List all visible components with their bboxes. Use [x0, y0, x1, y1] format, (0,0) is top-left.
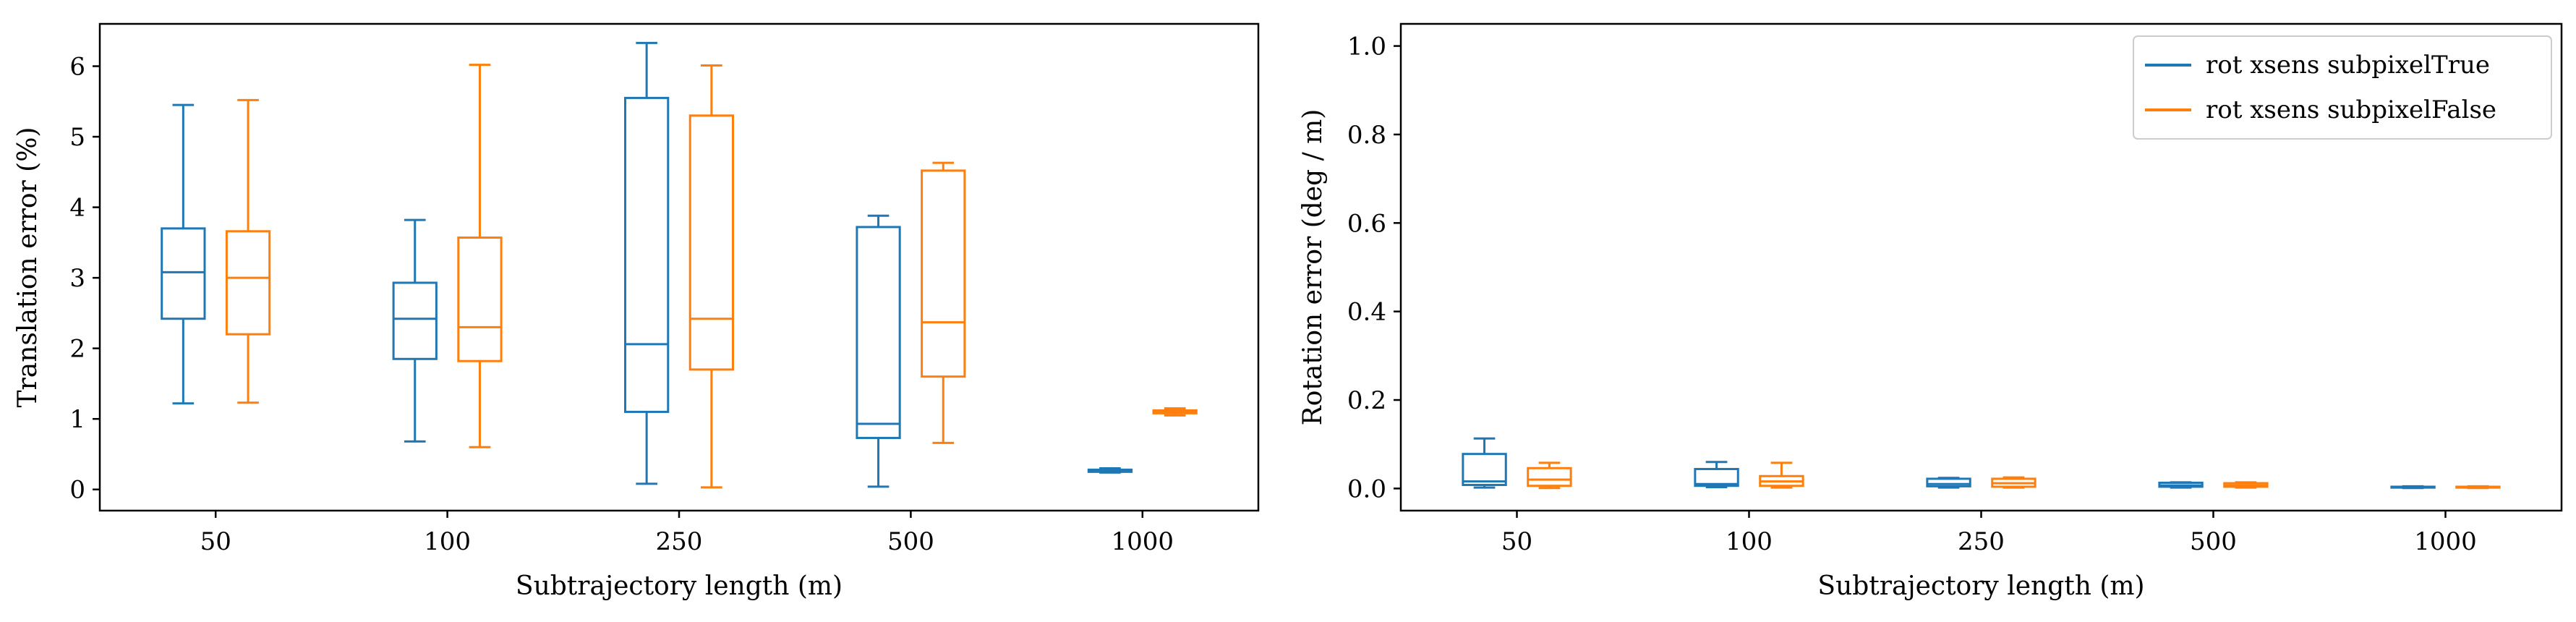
y-tick-label: 1.0 — [1347, 33, 1386, 61]
x-tick-label: 1000 — [2414, 527, 2477, 556]
box-subpixel-false-1000 — [1152, 407, 1198, 417]
box-subpixel-true-1000 — [2390, 485, 2436, 490]
y-tick-label: 3 — [69, 264, 85, 293]
y-tick-label: 0.4 — [1347, 298, 1386, 327]
x-tick-label: 250 — [656, 527, 703, 556]
y-tick-label: 0.0 — [1347, 474, 1386, 503]
box-subpixel-false-250 — [1991, 476, 2037, 489]
y-tick-label: 5 — [69, 123, 85, 152]
rotation-plot-marks — [1462, 437, 2501, 490]
box-subpixel-false-500 — [921, 161, 966, 444]
box-subpixel-true-50 — [161, 103, 206, 405]
translation-x-ticks: 50 100 250 500 1000 — [200, 511, 1174, 556]
legend-label-subpixel-true: rot xsens subpixelTrue — [2206, 51, 2490, 80]
iqr-box — [856, 226, 901, 440]
y-tick-label: 4 — [69, 194, 85, 223]
iqr-box — [624, 96, 670, 413]
box-subpixel-false-500 — [2223, 481, 2269, 489]
box-subpixel-true-100 — [1694, 461, 1739, 489]
iqr-box — [921, 169, 966, 378]
translation-error-chart: 50 100 250 500 1000 0 1 2 3 4 5 6 Subtrajectory le… — [13, 22, 1260, 601]
box-subpixel-true-250 — [624, 41, 670, 485]
rotation-error-chart: 50 100 250 500 1000 0.0 0.2 0.4 0.6 0.8 1.0 Subtr… — [1298, 22, 2563, 601]
y-tick-label: 2 — [69, 335, 85, 364]
iqr-box — [1527, 466, 1572, 487]
box-subpixel-true-100 — [392, 218, 438, 443]
y-tick-label: 6 — [69, 53, 85, 82]
x-tick-label: 1000 — [1112, 527, 1174, 556]
iqr-box — [161, 227, 206, 320]
iqr-box — [392, 281, 438, 360]
box-subpixel-true-50 — [1462, 437, 1507, 489]
translation-x-axis-label: Subtrajectory length (m) — [516, 571, 843, 601]
x-tick-label: 50 — [1501, 527, 1532, 556]
box-subpixel-false-100 — [457, 64, 503, 448]
translation-y-axis-label: Translation error (%) — [13, 127, 43, 408]
legend-label-subpixel-false: rot xsens subpixelFalse — [2206, 95, 2496, 124]
y-tick-label: 0.8 — [1347, 121, 1386, 150]
box-subpixel-false-50 — [1527, 461, 1572, 490]
x-tick-label: 500 — [887, 527, 934, 556]
box-subpixel-false-250 — [688, 64, 734, 489]
iqr-box — [1694, 467, 1739, 487]
rotation-y-ticks: 0.0 0.2 0.4 0.6 0.8 1.0 — [1347, 33, 1401, 503]
box-subpixel-true-1000 — [1087, 466, 1133, 474]
y-tick-label: 1 — [69, 405, 85, 434]
rotation-x-ticks: 50 100 250 500 1000 — [1501, 511, 2477, 556]
y-tick-label: 0 — [69, 476, 85, 505]
legend: rot xsens subpixelTrue rot xsens subpixe… — [2133, 35, 2552, 140]
y-tick-label: 0.6 — [1347, 209, 1386, 238]
legend-frame — [2133, 35, 2552, 140]
iqr-box — [457, 237, 503, 362]
translation-plot-marks — [161, 41, 1198, 489]
box-subpixel-false-50 — [225, 98, 271, 404]
box-subpixel-true-500 — [2158, 481, 2204, 489]
x-tick-label: 50 — [200, 527, 231, 556]
x-tick-label: 100 — [424, 527, 471, 556]
iqr-box — [1926, 477, 1971, 487]
rotation-y-axis-label: Rotation error (deg / m) — [1298, 109, 1328, 426]
translation-y-ticks: 0 1 2 3 4 5 6 — [69, 53, 100, 505]
box-subpixel-true-250 — [1926, 477, 1971, 489]
x-tick-label: 500 — [2190, 527, 2237, 556]
x-tick-label: 250 — [1958, 527, 2005, 556]
iqr-box — [1462, 453, 1507, 487]
x-tick-label: 100 — [1726, 527, 1773, 556]
box-subpixel-false-100 — [1759, 461, 1804, 489]
iqr-box — [225, 230, 271, 336]
y-tick-label: 0.2 — [1347, 386, 1386, 415]
iqr-box — [688, 114, 734, 371]
rotation-x-axis-label: Subtrajectory length (m) — [1817, 571, 2144, 601]
box-subpixel-true-500 — [856, 214, 901, 488]
box-subpixel-false-1000 — [2455, 485, 2501, 490]
